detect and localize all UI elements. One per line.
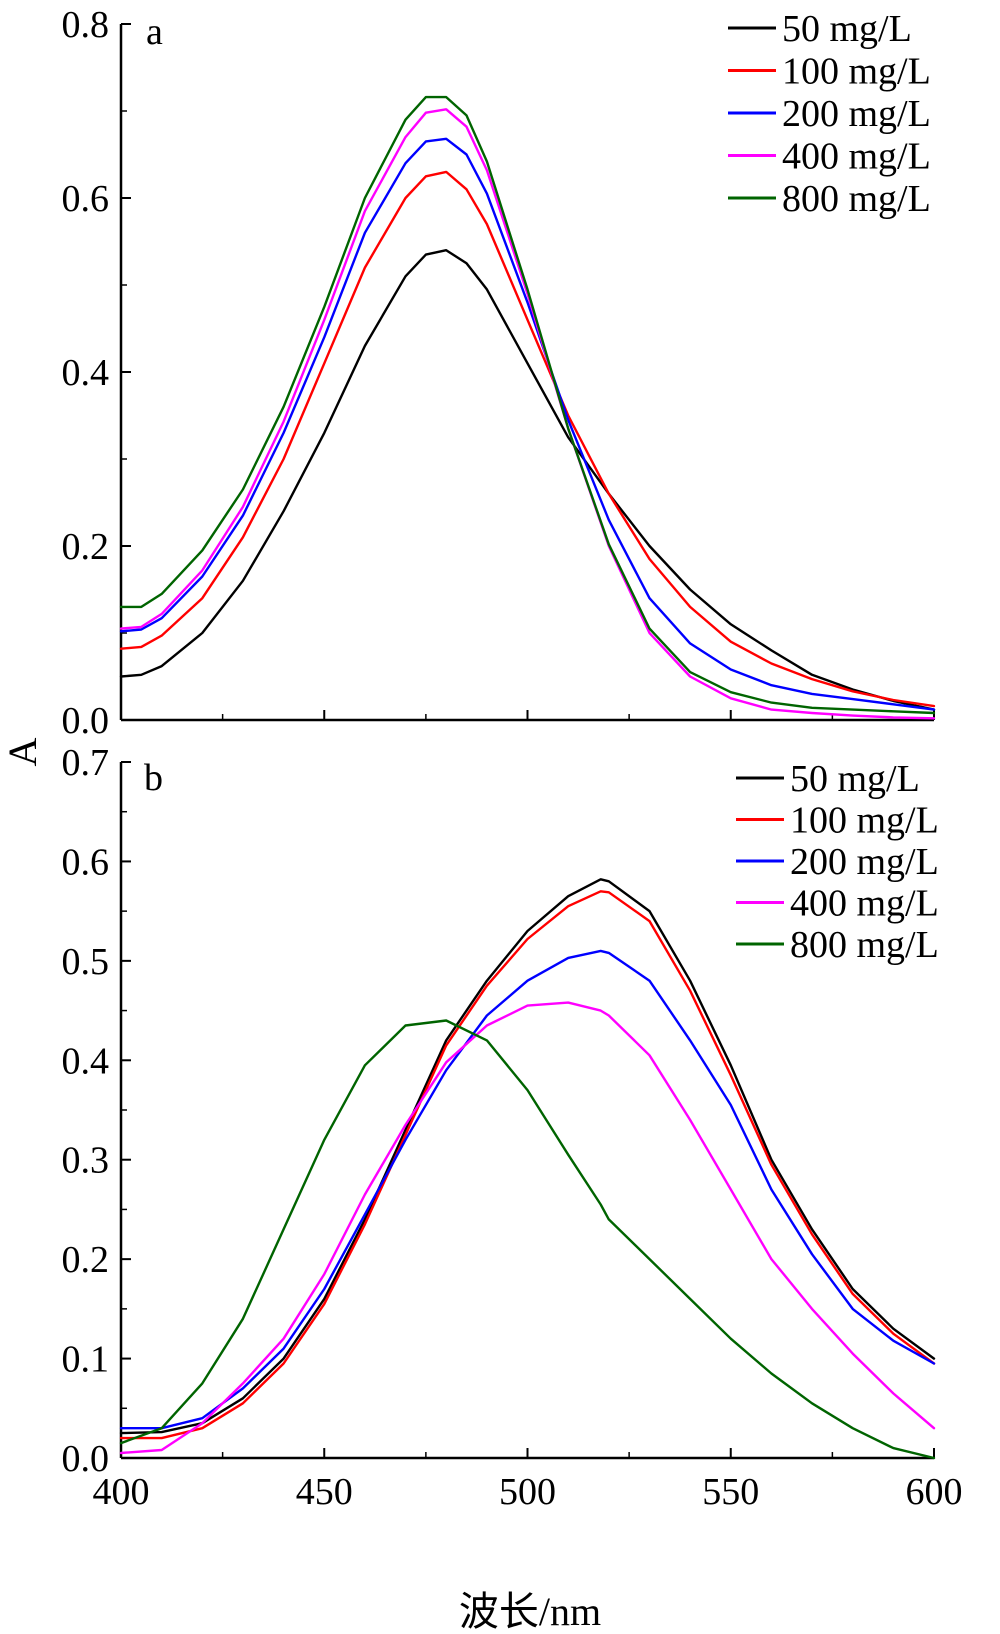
panel-b-y-tick-label: 0.6	[62, 841, 110, 883]
chart-panel-b: 0.0 0.1 0.2 0.3 0.4 0.5 0.6 0.7 400 450 500 550 600 b…	[62, 742, 963, 1513]
panel-b-legend-label-1: 50 mg/L	[790, 758, 920, 800]
y-axis-label: A	[0, 737, 45, 766]
panel-b-y-tick-label: 0.0	[62, 1438, 110, 1480]
panel-b-legend-label-2: 100 mg/L	[790, 800, 939, 842]
panel-b-legend-label-5: 800 mg/L	[790, 924, 939, 966]
panel-b-y-tick-label: 0.3	[62, 1140, 110, 1182]
panel-a-series-line-4	[119, 108, 936, 720]
panel-a-legend-label-5: 800 mg/L	[782, 178, 931, 220]
panel-b-x-tick-label: 600	[906, 1471, 963, 1513]
panel-b-y-tick-label: 0.2	[62, 1239, 110, 1281]
panel-a-y-tick-label: 0.4	[62, 352, 110, 394]
panel-b-panel-letter: b	[144, 757, 163, 799]
panel-b-x-tick-label: 550	[702, 1471, 759, 1513]
panel-b-x-tick-label: 450	[296, 1471, 353, 1513]
panel-a-legend-label-2: 100 mg/L	[782, 51, 931, 93]
panel-b-legend-label-4: 400 mg/L	[790, 883, 939, 925]
panel-b-x-tick-label: 500	[499, 1471, 556, 1513]
panel-b-x-tick-label: 400	[93, 1471, 150, 1513]
panel-a-series-line-1	[119, 248, 936, 711]
panel-a-panel-letter: a	[146, 11, 163, 53]
panel-b-series-line-4	[119, 1001, 936, 1455]
panel-b-y-tick-label: 0.1	[62, 1339, 110, 1381]
panel-a-series-line-3	[119, 137, 936, 711]
panel-a-y-tick-label: 0.6	[62, 178, 110, 220]
panel-a-legend-label-1: 50 mg/L	[782, 8, 912, 50]
panel-a-y-tick-label: 0.8	[62, 4, 110, 46]
panel-b-y-tick-label: 0.7	[62, 742, 110, 784]
panel-b-y-tick-label: 0.4	[62, 1040, 110, 1082]
panel-b-legend-label-3: 200 mg/L	[790, 841, 939, 883]
panel-b-series-line-2	[119, 890, 936, 1440]
panel-b-series-line-5	[119, 1019, 936, 1460]
panel-a-y-tick-label: 0.2	[62, 526, 110, 568]
panel-a-legend-label-3: 200 mg/L	[782, 93, 931, 135]
panel-a-series-line-5	[119, 95, 936, 715]
panel-a-series-line-2	[119, 170, 936, 708]
panel-b-y-tick-label: 0.5	[62, 941, 110, 983]
panel-b-series-line-3	[119, 949, 936, 1430]
panel-b-series-line-1	[119, 878, 936, 1435]
panel-a-y-tick-label: 0.0	[62, 700, 110, 742]
panel-a-legend-label-4: 400 mg/L	[782, 136, 931, 178]
x-axis-label: 波长/nm	[459, 1589, 601, 1634]
